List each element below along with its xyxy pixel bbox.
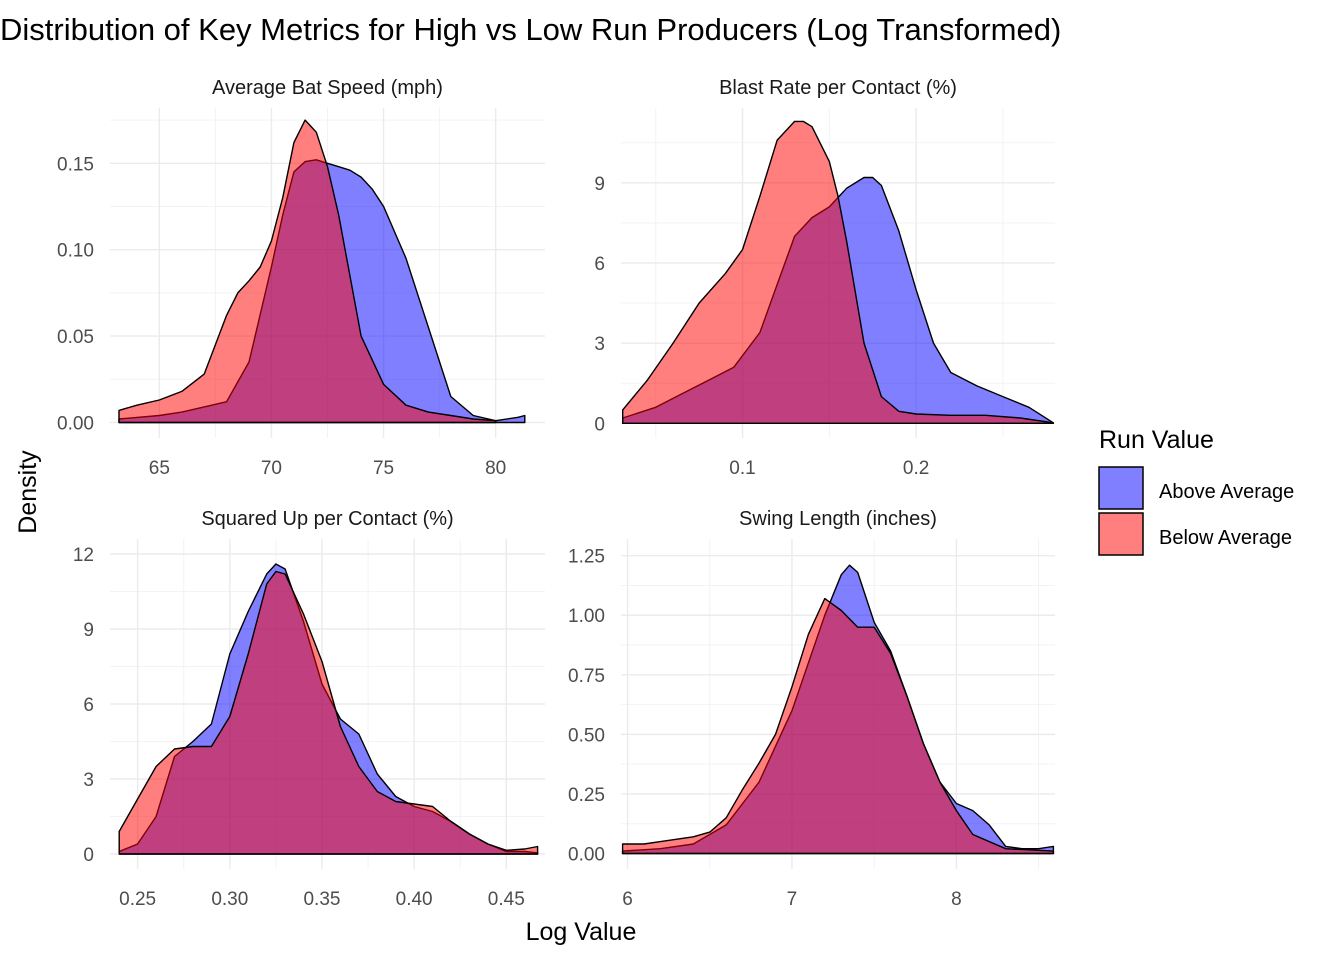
panel-blast-rate-per-contact: 0.1 0.2 0 3 6 9 Blast Rate per Contact (%) [594,77,1055,479]
x-tick-label: 0.30 [211,889,248,910]
y-tick-label: 0.10 [57,241,94,262]
panel-title: Squared Up per Contact (%) [201,508,453,530]
legend-swatch-above-average [1098,466,1144,510]
y-tick-label: 0.00 [568,845,605,866]
y-tick-label: 0.05 [57,327,94,348]
y-tick-label: 1.25 [568,547,605,568]
x-tick-label: 7 [787,889,798,910]
density-area-below-average [622,120,1054,424]
density-area-below-average [118,570,539,855]
legend-swatch-below-average [1098,512,1144,556]
x-tick-label: 75 [373,458,394,479]
x-tick-label: 0.25 [119,889,156,910]
panel-title: Average Bat Speed (mph) [212,77,443,99]
x-axis-title: Log Value [526,918,637,946]
chart-title: Distribution of Key Metrics for High vs … [0,12,1061,47]
legend: Run Value Above Average Below Average [1098,426,1294,556]
panel-title: Blast Rate per Contact (%) [719,77,957,99]
y-tick-label: 9 [83,620,94,641]
y-tick-label: 0 [594,414,605,435]
x-tick-label: 0.1 [729,458,755,479]
legend-label-above-average: Above Average [1159,481,1294,503]
x-tick-label: 6 [622,889,633,910]
density-area-below-average [621,597,1055,855]
y-tick-label: 6 [83,695,94,716]
density-area-below-average [118,119,497,424]
panel-swing-length-inches: 6 7 8 0.00 0.25 0.50 0.75 1.00 1.25 Swing Length … [568,508,1055,910]
y-tick-label: 0.00 [57,413,94,434]
y-tick-label: 3 [594,334,605,355]
x-tick-label: 65 [149,458,170,479]
panel-average-bat-speed-mph: 65 70 75 80 0.00 0.05 0.10 0.15 Average Bat Spee… [57,77,545,479]
y-tick-label: 0.25 [568,785,605,806]
y-tick-label: 0 [83,845,94,866]
panel-title: Swing Length (inches) [739,508,937,530]
y-axis-title: Density [14,450,42,534]
x-tick-label: 8 [951,889,962,910]
y-tick-label: 6 [594,254,605,275]
x-tick-label: 70 [261,458,282,479]
y-tick-label: 1.00 [568,606,605,627]
x-tick-label: 0.35 [303,889,340,910]
legend-title: Run Value [1099,426,1214,454]
y-tick-label: 12 [73,545,94,566]
x-tick-label: 0.40 [396,889,433,910]
legend-label-below-average: Below Average [1159,527,1292,549]
y-tick-label: 0.50 [568,725,605,746]
y-tick-label: 0.75 [568,666,605,687]
y-tick-label: 3 [83,770,94,791]
x-tick-label: 0.45 [488,889,525,910]
y-tick-label: 0.15 [57,154,94,175]
x-tick-label: 0.2 [903,458,929,479]
panel-squared-up-per-contact: 0.25 0.30 0.35 0.40 0.45 0 3 6 9 12 Squared Up per… [73,508,545,910]
y-tick-label: 9 [594,174,605,195]
x-tick-label: 80 [485,458,506,479]
